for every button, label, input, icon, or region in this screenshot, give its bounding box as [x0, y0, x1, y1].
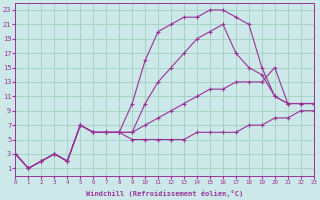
X-axis label: Windchill (Refroidissement éolien,°C): Windchill (Refroidissement éolien,°C) [86, 190, 243, 197]
